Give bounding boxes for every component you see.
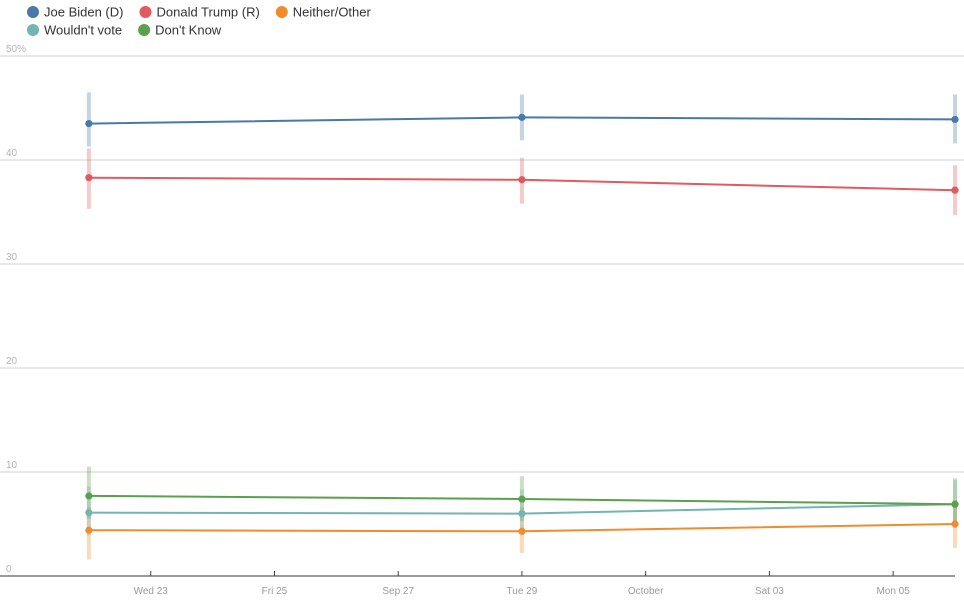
y-tick-label: 40 xyxy=(6,148,18,159)
legend-item: Don't Know xyxy=(138,23,222,38)
data-point-donald-trump-r xyxy=(518,176,526,184)
legend-item: Wouldn't vote xyxy=(27,23,122,38)
y-tick-label: 50% xyxy=(6,44,26,55)
legend-swatch xyxy=(138,24,151,36)
y-tick-label: 20 xyxy=(6,356,18,367)
x-tick-label: Mon 05 xyxy=(876,586,910,597)
legend: Joe Biden (D) Donald Trump (R) Neither/Oth… xyxy=(27,5,371,38)
data-point-don-t-know xyxy=(85,492,93,500)
x-tick-label: Tue 29 xyxy=(507,586,538,597)
legend-swatch xyxy=(27,24,39,36)
data-point-donald-trump-r xyxy=(85,174,93,182)
data-point-joe-biden-d xyxy=(518,113,526,121)
data-point-neither-other xyxy=(951,520,959,528)
legend-swatch xyxy=(27,6,39,18)
legend-label: Joe Biden (D) xyxy=(44,5,123,20)
data-point-don-t-know xyxy=(951,500,959,508)
data-point-don-t-know xyxy=(518,495,526,503)
gridlines xyxy=(0,55,964,473)
legend-swatch xyxy=(275,6,288,18)
data-point-joe-biden-d xyxy=(85,120,93,128)
data-point-wouldn-t-vote xyxy=(85,508,93,517)
legend-label: Donald Trump (R) xyxy=(156,5,259,20)
data-points xyxy=(85,113,959,535)
legend-label: Neither/Other xyxy=(293,5,372,20)
x-tick-label: Fri 25 xyxy=(262,586,288,597)
y-axis-tick-labels: 0 10 20 30 40 50% xyxy=(6,44,26,575)
y-tick-label: 10 xyxy=(6,460,18,471)
data-point-neither-other xyxy=(85,526,93,534)
x-tick-label: Sat 03 xyxy=(755,586,784,597)
data-point-joe-biden-d xyxy=(951,115,959,124)
y-tick-label: 30 xyxy=(6,252,18,263)
legend-item: Joe Biden (D) xyxy=(27,5,123,20)
error-bars xyxy=(86,92,957,560)
data-point-donald-trump-r xyxy=(951,186,959,194)
legend-label: Don't Know xyxy=(155,23,222,38)
x-axis: Wed 23 Fri 25 Sep 27 Tue 29 October Sat 03 Mon… xyxy=(0,571,955,597)
data-point-neither-other xyxy=(518,527,526,535)
y-tick-label: 0 xyxy=(6,564,12,575)
legend-label: Wouldn't vote xyxy=(44,23,122,38)
legend-item: Donald Trump (R) xyxy=(139,5,260,20)
x-tick-label: Wed 23 xyxy=(134,586,169,597)
x-tick-label: October xyxy=(628,586,664,597)
x-tick-label: Sep 27 xyxy=(382,586,414,597)
data-point-wouldn-t-vote xyxy=(518,509,526,518)
legend-swatch xyxy=(139,6,152,18)
legend-item: Neither/Other xyxy=(275,5,372,20)
